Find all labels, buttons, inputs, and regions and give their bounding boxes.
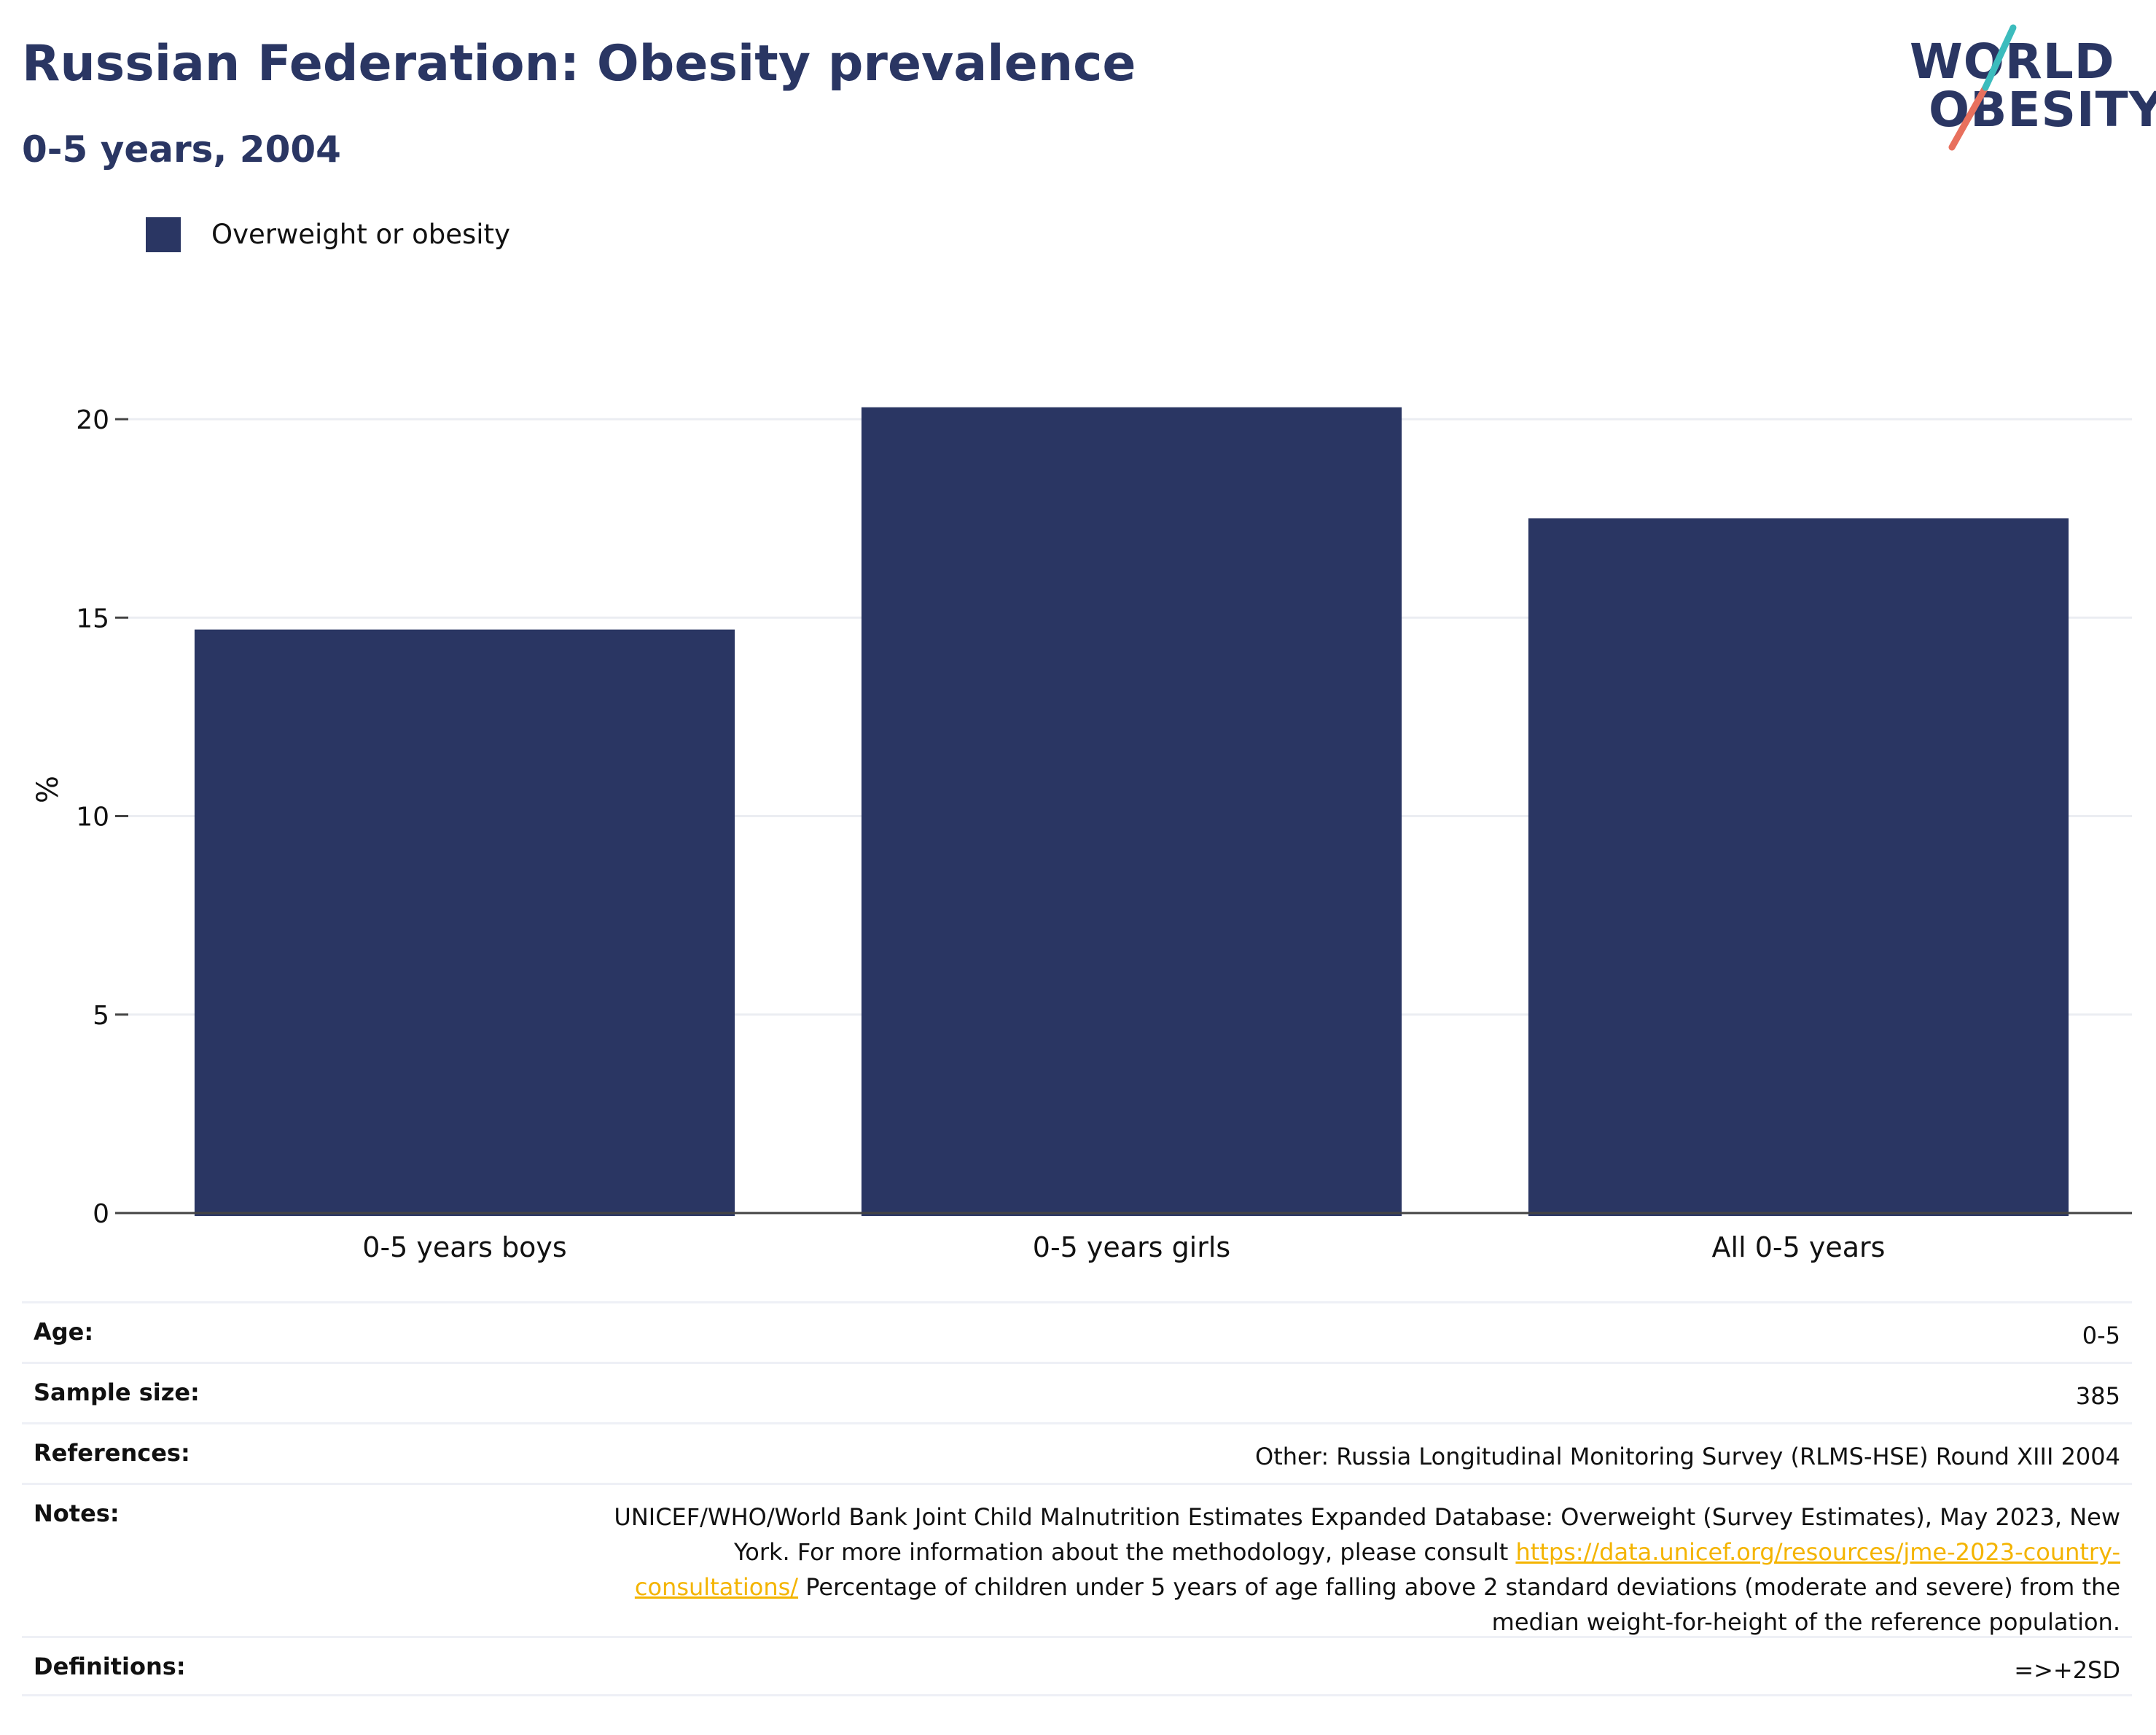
info-row-sample-size: Sample size: 385 [22,1362,2132,1422]
logo-slash-icon [1948,24,2017,151]
chart-subtitle: 0-5 years, 2004 [22,128,341,171]
world-obesity-logo: WORLD OBESITY [1895,22,2156,153]
info-row-notes: Notes: UNICEF/WHO/World Bank Joint Child… [22,1483,2132,1636]
references-value: Other: Russia Longitudinal Monitoring Su… [1255,1443,2120,1470]
y-tick-label: 20 [76,405,109,435]
y-tick-label: 5 [93,1001,109,1031]
age-value: 0-5 [2082,1322,2120,1349]
sample-size-key: Sample size: [34,1379,200,1406]
bar [861,407,1402,1216]
notes-text-before: UNICEF/WHO/World Bank Joint Child Malnut… [614,1503,2120,1566]
notes-link[interactable]: https://data.unicef.org/resources/jme-20… [634,1538,2120,1601]
x-tick-label: 0-5 years girls [1033,1231,1230,1263]
references-key: References: [34,1439,190,1467]
bar [194,629,735,1216]
bar [1528,518,2069,1216]
notes-value: UNICEF/WHO/World Bank Joint Child Malnut… [604,1500,2120,1640]
info-table: Age: 0-5 Sample size: 385 References: Ot… [22,1301,2132,1696]
logo-line1: WORLD [1910,34,2115,90]
chart-title: Russian Federation: Obesity prevalence [22,35,1136,93]
sample-size-value: 385 [2075,1382,2120,1410]
definitions-value: =>+2SD [2014,1656,2120,1684]
notes-key: Notes: [34,1500,120,1527]
legend-swatch [146,217,181,252]
notes-text-after: Percentage of children under 5 years of … [798,1573,2120,1636]
y-tick-label: 10 [76,803,109,833]
bar-chart: 0 5 10 15 20 0-5 years boys 0-5 years girls All… [76,405,2132,1263]
y-tick-label: 0 [93,1199,109,1229]
x-tick-label: All 0-5 years [1712,1231,1886,1263]
info-row-age: Age: 0-5 [22,1301,2132,1362]
legend-label: Overweight or obesity [211,219,510,250]
x-tick-label: 0-5 years boys [362,1231,566,1263]
age-key: Age: [34,1318,94,1346]
y-tick-label: 15 [76,604,109,633]
definitions-key: Definitions: [34,1653,186,1680]
logo-line2: OBESITY [1929,82,2156,138]
info-row-references: References: Other: Russia Longitudinal M… [22,1422,2132,1483]
info-row-definitions: Definitions: =>+2SD [22,1636,2132,1696]
